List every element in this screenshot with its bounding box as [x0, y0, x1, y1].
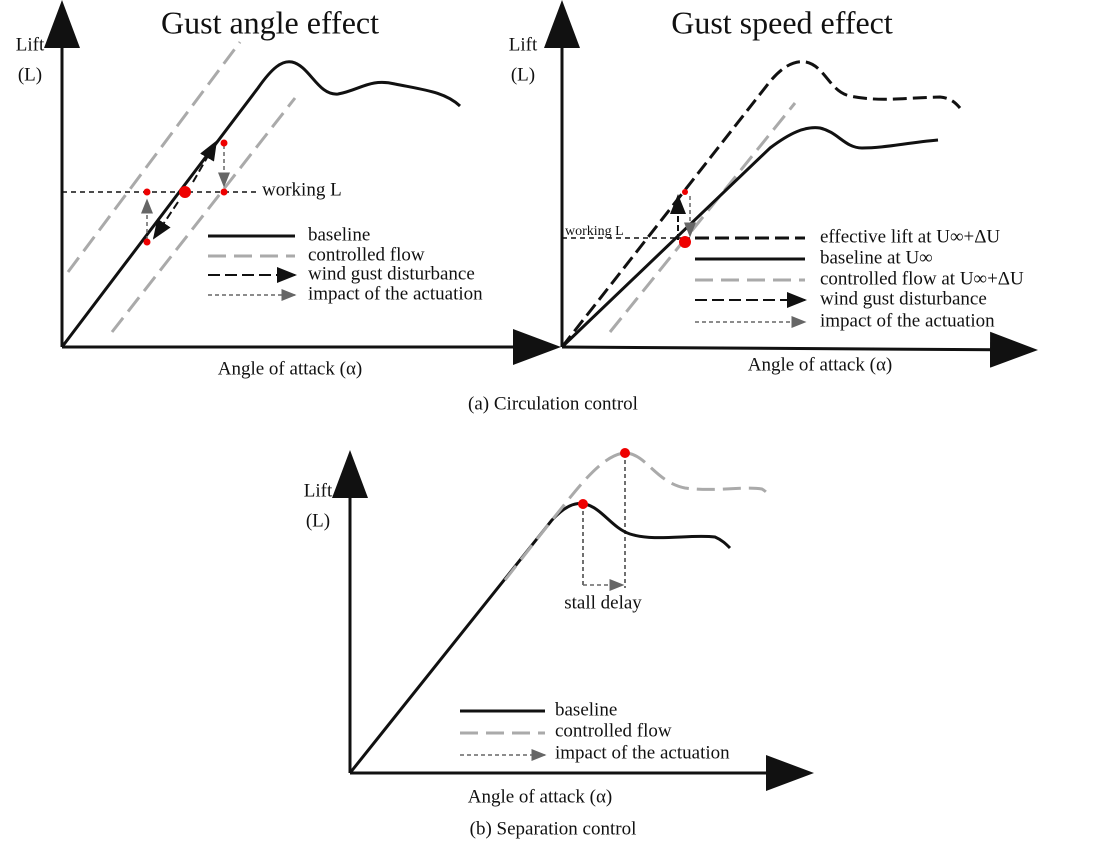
x-axis: [561, 331, 1038, 368]
panel-title: Gust speed effect: [671, 4, 893, 40]
point: [143, 238, 151, 246]
annotation: working L: [262, 179, 342, 200]
point: [679, 236, 691, 248]
gust-arrow: [192, 140, 217, 183]
controlled-curve: [608, 102, 797, 333]
point: [220, 188, 228, 196]
y-label: (L): [511, 64, 535, 85]
gust-speed-panel: Gust speed effect Lift (L) working L eff…: [509, 0, 1038, 375]
x-label: Angle of attack (α): [748, 354, 892, 375]
point: [179, 186, 191, 198]
point: [143, 188, 151, 196]
y-label: (L): [18, 64, 42, 85]
legend-label: controlled flow: [308, 244, 425, 265]
y-label: Lift: [16, 34, 45, 55]
point: [620, 448, 630, 458]
legend-label: impact of the actuation: [555, 742, 730, 763]
point: [220, 139, 228, 147]
legend-label: impact of the actuation: [308, 283, 483, 304]
separation-panel: Lift (L) stall delay baseline controlled…: [304, 448, 814, 807]
legend-label: baseline: [308, 224, 370, 245]
legend-label: baseline at U∞: [820, 247, 933, 268]
effective-curve: [560, 60, 962, 348]
y-label: Lift: [304, 480, 333, 501]
legend-label: controlled flow at U∞+ΔU: [820, 268, 1024, 289]
controlled-curve: [66, 41, 242, 273]
caption: (a) Circulation control: [468, 393, 638, 414]
baseline-curve: [560, 126, 939, 349]
legend-label: controlled flow: [555, 720, 672, 741]
point: [682, 189, 688, 195]
baseline-curve: [348, 502, 732, 774]
annotation: working L: [565, 224, 624, 239]
legend-label: baseline: [555, 699, 617, 720]
annotation: stall delay: [564, 592, 642, 613]
gust-arrow: [152, 201, 179, 240]
legend-label: wind gust disturbance: [308, 263, 475, 284]
point: [578, 499, 588, 509]
baseline-curve: [60, 60, 462, 348]
caption: (b) Separation control: [470, 818, 637, 839]
legend-label: impact of the actuation: [820, 310, 995, 331]
legend-label: effective lift at U∞+ΔU: [820, 226, 1000, 247]
legend-label: wind gust disturbance: [820, 288, 987, 309]
controlled-curve: [110, 97, 297, 333]
x-label: Angle of attack (α): [468, 786, 612, 807]
gust-angle-panel: Gust angle effect Lift (L) working L bas…: [16, 0, 561, 379]
panel-title: Gust angle effect: [161, 4, 379, 40]
y-label: (L): [306, 510, 330, 531]
controlled-curve: [503, 451, 772, 581]
x-label: Angle of attack (α): [218, 358, 362, 379]
y-label: Lift: [509, 34, 538, 55]
